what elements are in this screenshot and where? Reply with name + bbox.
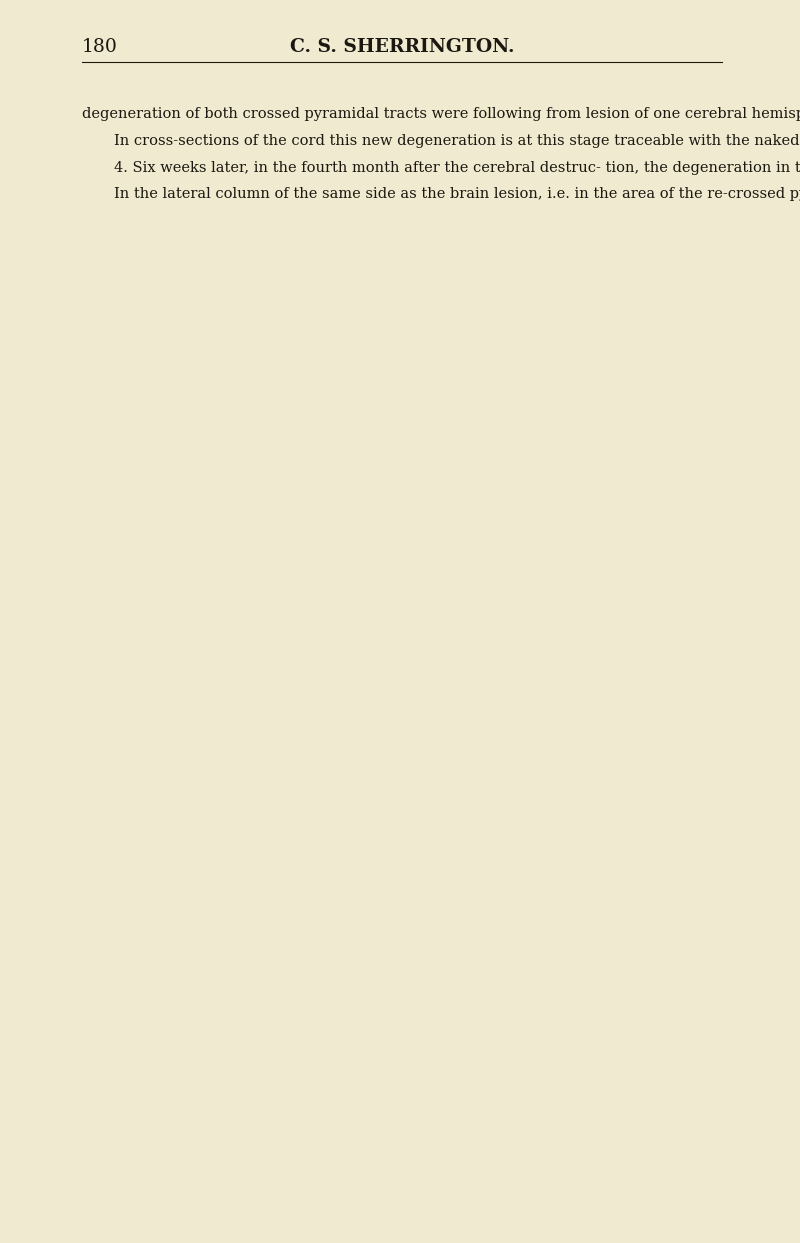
- Text: In cross-sections of the cord this new degeneration is at this stage traceable w: In cross-sections of the cord this new d…: [114, 134, 800, 148]
- Text: degeneration of both crossed pyramidal tracts were following from lesion of one : degeneration of both crossed pyramidal t…: [82, 107, 800, 121]
- Text: In the lateral column of the same side as the brain lesion, i.e. in the area of : In the lateral column of the same side a…: [114, 188, 800, 201]
- Text: 4. Six weeks later, in the fourth month after the cerebral destruc- tion, the de: 4. Six weeks later, in the fourth month …: [114, 160, 800, 174]
- Text: 180: 180: [82, 39, 118, 56]
- Text: C. S. SHERRINGTON.: C. S. SHERRINGTON.: [290, 39, 514, 56]
